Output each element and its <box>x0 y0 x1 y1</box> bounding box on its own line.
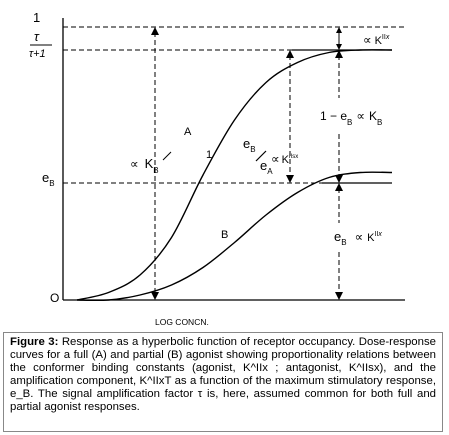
arrowhead <box>151 27 159 35</box>
arrowhead <box>286 175 294 183</box>
y-label-tau: τ <box>34 29 40 44</box>
arrowhead <box>335 50 343 58</box>
prop-mid-label: ∝ KIIsx <box>271 152 298 166</box>
one-label: 1 <box>206 149 212 161</box>
curve-b-line <box>76 171 393 302</box>
eb-ea-slash <box>255 150 267 162</box>
curve-a-label: A <box>184 126 192 138</box>
figure-caption: Figure 3: Response as a hyperbolic funct… <box>3 332 443 432</box>
eb-over-ea-num: eB <box>243 136 256 154</box>
arrowhead <box>336 44 342 50</box>
x-axis-label: LOG CONCN. <box>155 317 209 325</box>
kb-slash <box>162 151 172 161</box>
y-label-tau-plus-one: τ+1 <box>29 48 46 60</box>
prop-kb-label: ∝ KB <box>130 156 159 175</box>
origin-label: O <box>50 291 59 305</box>
chart-svg: 1 τ τ+1 eB O LOG CONCN. A B 1 ∝ KB eB eA … <box>29 10 405 325</box>
eb-over-ea-den: eA <box>260 158 273 176</box>
prop-amp-label: 1 − eB ∝ KB <box>320 109 382 127</box>
prop-top-label: ∝ KIIx <box>363 33 390 47</box>
y-label-top-one: 1 <box>33 10 40 25</box>
arrowhead <box>335 175 343 183</box>
dose-response-figure: 1 τ τ+1 eB O LOG CONCN. A B 1 ∝ KB eB eA … <box>29 10 405 325</box>
arrowhead <box>335 183 343 191</box>
arrowhead <box>151 292 159 300</box>
caption-label: Figure 3: <box>10 336 59 348</box>
curve-a-line <box>76 49 393 301</box>
curve-b-label: B <box>221 229 228 241</box>
arrowhead <box>335 292 343 300</box>
y-label-eb: eB <box>42 170 55 188</box>
arrowhead <box>286 50 294 58</box>
prop-bottom-label: eB ∝ KIIx <box>334 229 382 247</box>
arrowhead <box>336 27 342 33</box>
caption-text: Response as a hyperbolic function of rec… <box>10 336 437 413</box>
